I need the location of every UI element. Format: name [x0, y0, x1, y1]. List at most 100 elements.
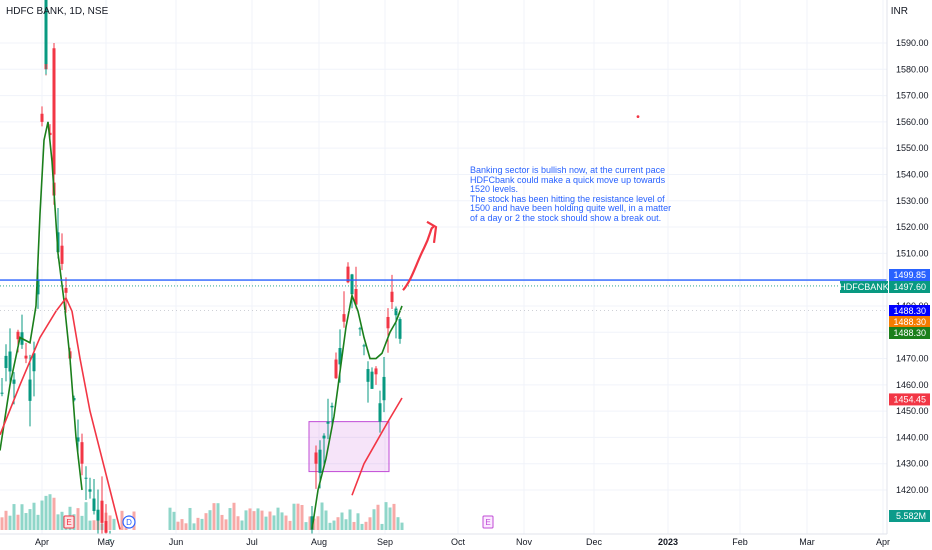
volume-bar	[32, 502, 36, 530]
volume-bar	[384, 502, 388, 530]
volume-bar	[60, 511, 64, 530]
price-tag-label: 1454.45	[893, 394, 926, 404]
candle-body	[76, 437, 80, 442]
price-tick-label: 1590.00	[896, 38, 929, 48]
price-tick-label: 1470.00	[896, 354, 929, 364]
candle-body	[96, 509, 100, 521]
candle-body	[354, 288, 358, 305]
earnings-marker-label: E	[485, 518, 490, 527]
volume-bar	[264, 516, 268, 530]
volume-bar	[4, 510, 8, 530]
candle-body	[52, 48, 56, 175]
volume-bar	[196, 517, 200, 530]
volume-bar	[84, 502, 88, 530]
time-axis[interactable]: Apr May Jun Jul Aug Sep Oct Nov Dec 2023 Feb Mar Apr	[0, 533, 890, 547]
time-tick-label: Sep	[377, 537, 393, 547]
price-tag	[889, 327, 930, 339]
price-tick-label: 1560.00	[896, 117, 929, 127]
time-tick-label: Nov	[516, 537, 533, 547]
volume-bar	[388, 507, 392, 530]
sma-fast-line	[0, 121, 83, 491]
candle-body	[326, 421, 330, 424]
price-tag	[889, 305, 930, 317]
candle-body	[390, 291, 394, 302]
volume-bar	[112, 518, 116, 530]
earnings-marker-label: E	[66, 518, 71, 527]
volume-bar	[252, 511, 256, 530]
candle-body	[100, 500, 104, 523]
volume-bar	[28, 509, 32, 530]
price-tag	[889, 281, 930, 293]
volume-bar	[228, 508, 232, 530]
volume-bar	[192, 523, 196, 530]
candle-body	[314, 452, 318, 464]
candle-body	[386, 316, 390, 329]
time-tick-label: Jun	[169, 537, 184, 547]
volume-bar	[380, 523, 384, 530]
volume-bar	[372, 509, 376, 530]
price-tick-label: 1530.00	[896, 196, 929, 206]
time-tick-label: 2023	[658, 537, 678, 547]
candle-body	[0, 392, 4, 394]
volume-bar	[392, 503, 396, 530]
volume-bar	[308, 516, 312, 530]
volume-bar	[120, 510, 124, 530]
price-tag	[889, 393, 930, 406]
price-tag-label: 1488.30	[893, 306, 926, 316]
chart-title: HDFC BANK, 1D, NSE	[6, 6, 109, 17]
volume-bar	[276, 507, 280, 530]
candle-body	[366, 369, 370, 382]
candle-body	[322, 435, 326, 439]
volume-bar	[368, 517, 372, 530]
price-tick-label: 1440.00	[896, 432, 929, 442]
marker-dot	[636, 115, 640, 119]
price-axis[interactable]: 1420.00 1430.00 1440.00 1450.00 1460.00 1470.…	[886, 0, 929, 534]
candle-body	[398, 319, 402, 339]
price-tick-label: 1580.00	[896, 64, 929, 74]
volume-bar	[320, 502, 324, 530]
volume-bar	[40, 500, 44, 530]
volume-bar	[168, 507, 172, 530]
price-tag-label: 1488.30	[893, 328, 926, 338]
candle-body	[28, 379, 32, 401]
volume-bar	[248, 508, 252, 530]
volume-bar	[172, 511, 176, 530]
grid-lines	[0, 0, 887, 534]
analysis-note: Banking sector is bullish now, at the cu…	[470, 165, 672, 223]
time-tick-label: Jul	[246, 537, 258, 547]
candle-body	[342, 314, 346, 322]
volume-bar	[348, 509, 352, 530]
volume-bar	[184, 523, 188, 530]
candle-body	[40, 113, 44, 122]
price-tick-label: 1460.00	[896, 380, 929, 390]
volume-bar	[364, 521, 368, 530]
volume-bar	[92, 520, 96, 530]
price-tag-label: 1488.30	[893, 317, 926, 327]
volume-bar	[24, 513, 28, 530]
candle-body	[88, 489, 92, 492]
candle-body	[36, 279, 40, 295]
volume-bar	[244, 510, 248, 530]
volume-tag-label: 5.582M	[896, 511, 926, 521]
volume-bar	[304, 522, 308, 530]
candle-body	[72, 397, 76, 401]
candle-body	[394, 308, 398, 316]
volume-bar	[300, 504, 304, 530]
time-tick-label: Apr	[876, 537, 890, 547]
volume-bar	[268, 511, 272, 530]
volume-bar	[20, 504, 24, 530]
candle-body	[108, 539, 112, 541]
moving-averages	[0, 121, 403, 530]
candle-body	[24, 355, 28, 359]
volume-bar	[16, 514, 20, 530]
volume-bar	[208, 510, 212, 530]
forecast-arrowhead	[426, 220, 438, 243]
volume-bar	[8, 515, 12, 530]
price-tick-label: 1450.00	[896, 406, 929, 416]
volume-bar	[12, 504, 16, 530]
symbol-tag-label: HDFCBANK	[839, 282, 889, 292]
volume-bar	[176, 521, 180, 530]
price-tags: 1499.851497.601488.301488.301488.301454.…	[839, 269, 930, 522]
